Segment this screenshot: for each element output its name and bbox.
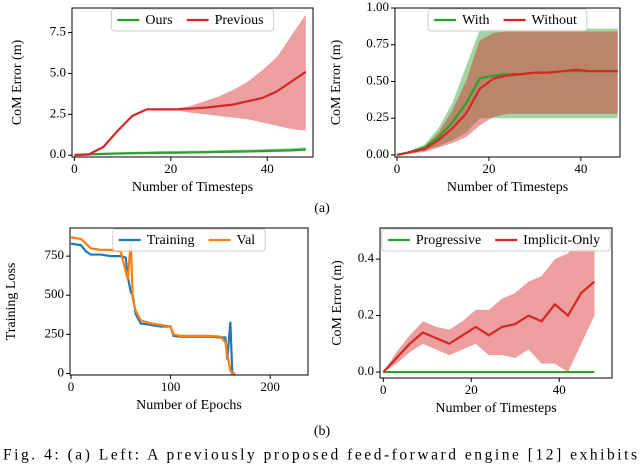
y-tick-label: 0.75 — [366, 36, 389, 51]
x-tick-label: 40 — [553, 382, 566, 397]
x-tick-label: 200 — [260, 379, 280, 394]
caption: Fig. 4: (a) Left: A previously proposed … — [3, 447, 637, 464]
x-tick-label: 0 — [394, 161, 401, 176]
y-axis-label: CoM Error (m) — [329, 39, 344, 125]
legend-label: Previous — [215, 13, 264, 28]
x-tick-label: 0 — [71, 161, 78, 176]
error-band — [383, 239, 595, 373]
y-tick-label: 750 — [45, 247, 65, 262]
series-line — [74, 70, 307, 157]
panel-label: (b) — [314, 424, 331, 439]
legend-label: Ours — [145, 13, 172, 28]
x-tick-label: 20 — [482, 161, 495, 176]
plot-area — [70, 236, 236, 375]
legend: Progressive Implicit-Only — [381, 228, 611, 252]
plot-area — [382, 239, 596, 374]
series-line — [74, 148, 306, 156]
y-tick-label: 7.5 — [50, 24, 66, 39]
legend-label: Progressive — [416, 233, 481, 248]
y-axis-label: CoM Error (m) — [10, 39, 25, 125]
y-axis-label: CoM Error (m) — [330, 260, 345, 346]
legend-label: Val — [237, 233, 256, 248]
y-tick-label: 500 — [45, 286, 65, 301]
x-tick-label: 20 — [465, 382, 478, 397]
y-tick-label: 0.4 — [358, 250, 375, 265]
x-tick-label: 40 — [574, 161, 587, 176]
legend-label: Training — [147, 233, 195, 248]
x-axis-label: Number of Timesteps — [132, 180, 253, 195]
legend-label: Without — [532, 13, 577, 28]
y-tick-label: 2.5 — [50, 105, 66, 120]
error-band — [74, 14, 306, 156]
y-tick-label: 0.25 — [366, 109, 389, 124]
y-tick-label: 0 — [58, 364, 65, 379]
panel-label: (a) — [314, 201, 330, 216]
series-line — [70, 236, 236, 375]
legend: Ours Previous — [110, 8, 275, 32]
axes-frame — [379, 227, 613, 379]
legend: With Without — [427, 8, 588, 32]
x-axis-label: Number of Timesteps — [435, 401, 556, 416]
x-tick-label: 100 — [161, 379, 181, 394]
series-line — [382, 280, 596, 373]
x-tick-label: 40 — [261, 161, 274, 176]
plot-area — [74, 14, 307, 157]
legend: Training Val — [112, 228, 266, 252]
plot-area — [396, 28, 618, 157]
error-band — [396, 31, 618, 155]
axes-frame — [394, 7, 621, 158]
y-axis-label: Training Loss — [4, 263, 19, 341]
series-line — [70, 242, 236, 375]
x-tick-label: 0 — [380, 382, 387, 397]
legend-box — [112, 228, 266, 252]
y-tick-label: 0.00 — [366, 146, 389, 161]
y-tick-label: 5.0 — [50, 64, 66, 79]
legend-label: Implicit-Only — [523, 233, 600, 248]
x-tick-label: 20 — [164, 161, 177, 176]
axes-frame — [69, 227, 309, 376]
series-line — [396, 68, 618, 157]
legend-label: With — [462, 13, 489, 28]
y-tick-label: 0.2 — [358, 307, 374, 322]
x-tick-label: 0 — [68, 379, 75, 394]
axes-frame — [71, 7, 314, 158]
y-tick-label: 0.0 — [358, 363, 374, 378]
y-tick-label: 1.00 — [366, 0, 389, 14]
y-tick-label: 0.0 — [50, 146, 66, 161]
x-axis-label: Number of Timesteps — [447, 180, 568, 195]
y-tick-label: 0.50 — [366, 72, 389, 87]
y-tick-label: 250 — [45, 325, 65, 340]
x-axis-label: Number of Epochs — [136, 398, 242, 413]
